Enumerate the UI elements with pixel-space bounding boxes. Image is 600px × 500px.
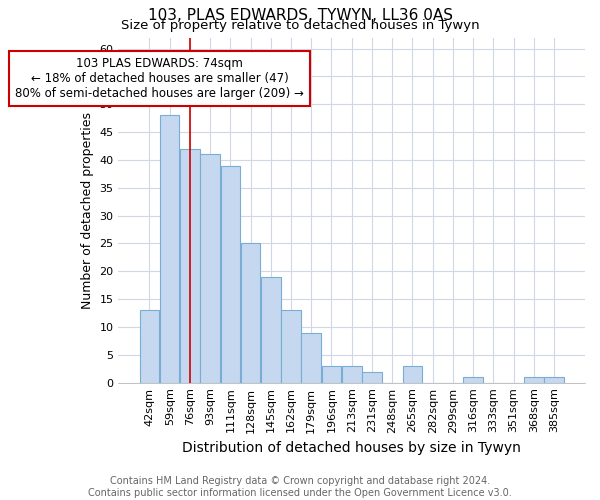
Bar (362, 372, 382, 382)
Bar (524, 377, 544, 382)
Bar (342, 366, 362, 382)
Bar (261, 277, 281, 382)
Bar (463, 377, 483, 382)
Bar (160, 116, 179, 382)
Bar (221, 166, 240, 382)
Bar (281, 310, 301, 382)
X-axis label: Distribution of detached houses by size in Tywyn: Distribution of detached houses by size … (182, 441, 521, 455)
Bar (544, 377, 564, 382)
Bar (180, 149, 200, 382)
Bar (322, 366, 341, 382)
Bar (241, 244, 260, 382)
Y-axis label: Number of detached properties: Number of detached properties (81, 112, 94, 308)
Bar (200, 154, 220, 382)
Text: 103 PLAS EDWARDS: 74sqm
← 18% of detached houses are smaller (47)
80% of semi-de: 103 PLAS EDWARDS: 74sqm ← 18% of detache… (15, 57, 304, 100)
Text: Size of property relative to detached houses in Tywyn: Size of property relative to detached ho… (121, 19, 479, 32)
Bar (403, 366, 422, 382)
Bar (301, 332, 321, 382)
Text: Contains HM Land Registry data © Crown copyright and database right 2024.
Contai: Contains HM Land Registry data © Crown c… (88, 476, 512, 498)
Bar (140, 310, 159, 382)
Text: 103, PLAS EDWARDS, TYWYN, LL36 0AS: 103, PLAS EDWARDS, TYWYN, LL36 0AS (148, 8, 452, 22)
